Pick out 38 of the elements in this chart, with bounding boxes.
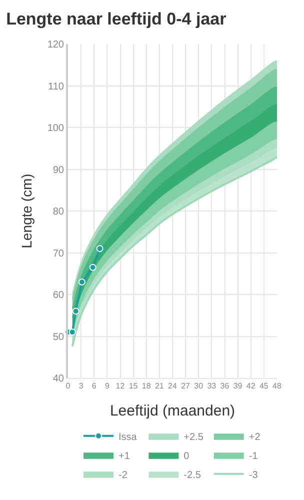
x-tick-label: 33 [207,382,217,391]
legend-label: -2 [118,470,128,481]
legend-label: +2 [248,432,261,443]
x-tick-label: 3 [78,382,84,391]
y-tick-label: 40 [52,374,64,384]
chart-title: Lengte naar leeftijd 0-4 jaar [6,9,227,28]
x-tick-label: 12 [116,382,126,391]
x-tick-label: 21 [154,382,164,391]
y-tick-label: 50 [52,332,64,343]
legend-label: 0 [184,450,190,462]
y-tick-label: 100 [47,123,64,134]
y-tick-label: 60 [52,290,64,301]
x-tick-label: 0 [66,382,71,391]
legend-label: -2.5 [184,470,202,481]
x-tick-label: 15 [128,382,138,391]
y-tick-label: 120 [47,40,64,50]
y-tick-label: 80 [52,206,64,218]
x-tick-label: 27 [181,382,191,391]
x-tick-label: 18 [142,382,152,391]
x-tick-label: 42 [246,382,256,391]
x-tick-label: 24 [168,382,178,391]
y-tick-label: 90 [52,164,64,176]
legend-label: +2.5 [184,432,204,443]
legend-label: Issa [118,432,138,443]
y-axis-title: Lengte (cm) [18,174,34,248]
x-tick-label: 45 [259,382,269,391]
x-tick-label: 36 [220,382,230,391]
x-tick-label: 6 [92,382,97,391]
x-tick-label: 30 [194,382,204,391]
legend-label: +1 [118,450,130,462]
legend-label: -1 [248,450,258,462]
legend-label: -3 [248,470,258,481]
y-tick-label: 70 [52,248,64,260]
x-axis-title: Leeftijd (maanden) [110,402,236,420]
x-tick-label: 9 [104,382,110,391]
x-tick-label: 39 [233,382,243,391]
y-tick-label: 110 [48,81,64,92]
x-tick-label: 48 [272,382,282,391]
